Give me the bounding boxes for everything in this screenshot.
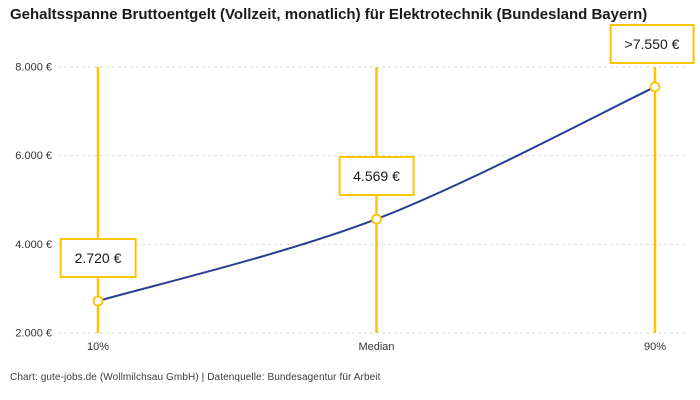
annotation-90pct-label: >7.550 € — [624, 35, 680, 52]
annotation-10pct-value: 2.720 € — [59, 238, 137, 279]
data-point-marker — [92, 295, 104, 307]
y-tick-label: 4.000 € — [15, 239, 52, 251]
chart-title: Gehaltsspanne Bruttoentgelt (Vollzeit, m… — [10, 6, 648, 23]
annotation-median-value: 4.569 € — [338, 156, 415, 197]
chart-footer-attribution: Chart: gute-jobs.de (Wollmilchsau GmbH) … — [10, 372, 381, 383]
y-tick-label: 8.000 € — [15, 62, 52, 74]
y-tick-label: 2.000 € — [15, 328, 52, 340]
x-tick-label: 10% — [87, 341, 109, 353]
annotation-10pct-label: 2.720 € — [74, 250, 122, 267]
annotation-median-label: 4.569 € — [353, 168, 400, 185]
data-point-marker — [649, 81, 661, 93]
y-tick-label: 6.000 € — [15, 150, 52, 162]
x-tick-label: Median — [358, 341, 394, 353]
annotation-90pct-value: >7.550 € — [609, 23, 695, 64]
data-point-marker — [371, 213, 382, 225]
x-tick-label: 90% — [644, 341, 666, 353]
